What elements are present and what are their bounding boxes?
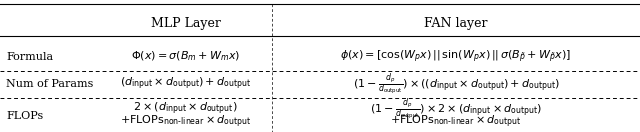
Text: $+\mathrm{FLOPs}_{\mathrm{non\text{-}linear}} \times d_{\mathrm{output}}$: $+\mathrm{FLOPs}_{\mathrm{non\text{-}lin…	[390, 114, 522, 130]
Text: Num of Params: Num of Params	[6, 79, 94, 89]
Text: FLOPs: FLOPs	[6, 111, 44, 121]
Text: $\phi(x) = [\cos(W_p x)\,||\,\sin(W_p x)\,||\,\sigma(B_{\tilde{p}} + W_{\tilde{p: $\phi(x) = [\cos(W_p x)\,||\,\sin(W_p x)…	[340, 48, 572, 65]
Text: $(d_{\mathrm{input}} \times d_{\mathrm{output}}) + d_{\mathrm{output}}$: $(d_{\mathrm{input}} \times d_{\mathrm{o…	[120, 76, 251, 92]
Text: $(1 - \frac{d_p}{d_{\mathrm{output}}}) \times 2 \times (d_{\mathrm{input}} \time: $(1 - \frac{d_p}{d_{\mathrm{output}}}) \…	[370, 96, 542, 122]
Text: Formula: Formula	[6, 51, 54, 62]
Text: FAN layer: FAN layer	[424, 17, 488, 30]
Text: $(1 - \frac{d_p}{d_{\mathrm{output}}}) \times ((d_{\mathrm{input}} \times d_{\ma: $(1 - \frac{d_p}{d_{\mathrm{output}}}) \…	[353, 71, 559, 97]
Text: MLP Layer: MLP Layer	[150, 17, 221, 30]
Text: $2 \times (d_{\mathrm{input}} \times d_{\mathrm{output}})$: $2 \times (d_{\mathrm{input}} \times d_{…	[133, 101, 238, 117]
Text: $+\mathrm{FLOPs}_{\mathrm{non\text{-}linear}} \times d_{\mathrm{output}}$: $+\mathrm{FLOPs}_{\mathrm{non\text{-}lin…	[120, 114, 252, 130]
Text: $\Phi(x) = \sigma(B_m + W_m x)$: $\Phi(x) = \sigma(B_m + W_m x)$	[131, 50, 240, 63]
